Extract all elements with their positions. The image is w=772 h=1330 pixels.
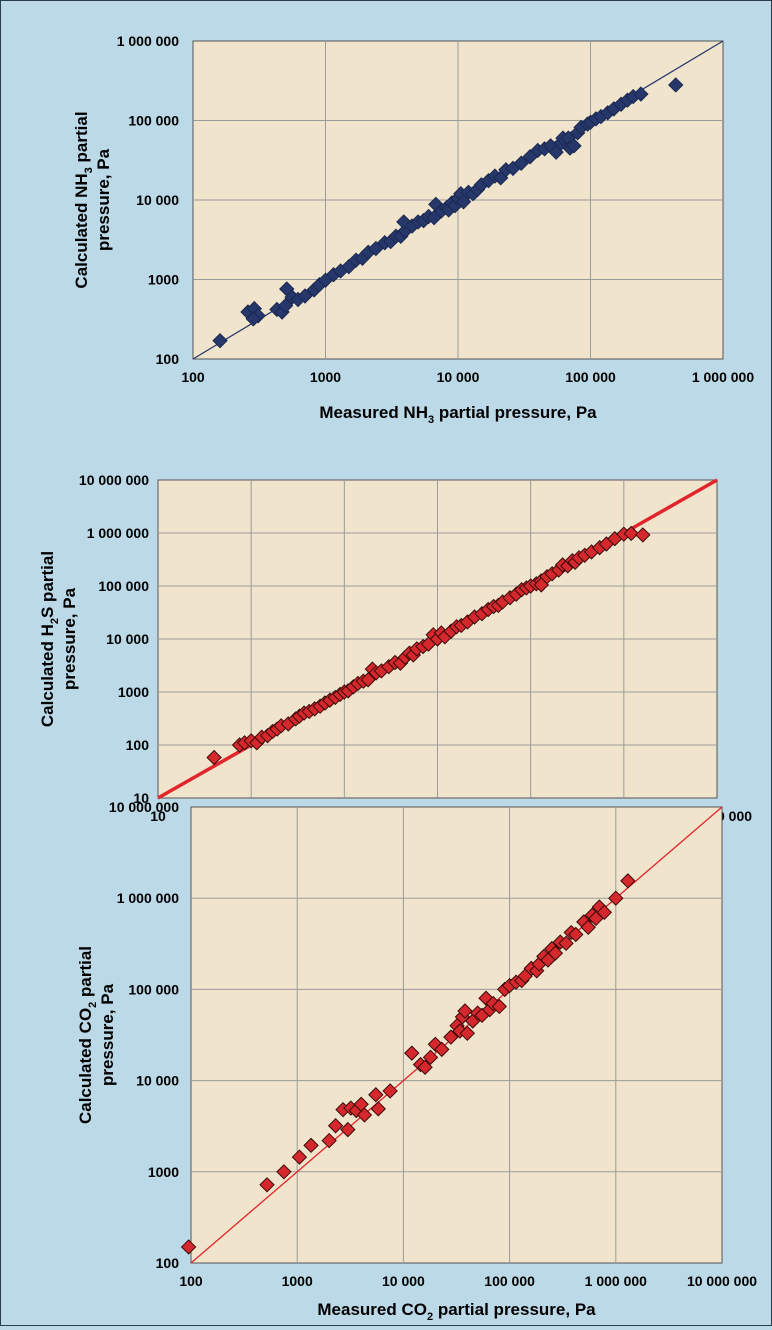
data-point [457,1003,473,1019]
data-point [368,1087,384,1103]
data-point [212,332,228,349]
x-tick-label: 1000 [282,1273,313,1289]
data-point [327,1118,344,1134]
y-tick-label: 100 000 [98,578,149,594]
data-point [180,1239,197,1255]
x-tick-label: 1 000 000 [585,1273,647,1289]
data-point [513,155,529,171]
y-tick-label: 10 000 [136,192,179,208]
data-point [404,1045,420,1061]
data-point [633,86,649,102]
data-point [580,919,596,935]
chart-3: 100 1000 10 000 100 000 1 000 000 10 000 0001… [76,799,757,1323]
x-tick-label: 1 000 000 [692,369,754,385]
y-tick-label: 10 [133,790,149,806]
y-tick-label: 1 000 000 [117,890,179,906]
data-point [596,904,613,921]
data-point [276,1164,292,1180]
data-point [558,935,574,952]
data-point [668,77,684,93]
x-tick-label: 100 000 [565,369,616,385]
y-axis-title: Calculated H2S partialpressure, Pa [38,551,79,727]
data-point [297,288,313,304]
x-tick-label: 10 000 000 [687,1273,757,1289]
data-point [259,1177,275,1193]
x-tick-label: 10 000 [437,369,480,385]
data-point [568,926,584,943]
data-point [443,1029,459,1045]
data-point [303,1137,319,1154]
y-axis-title: Calculated NH3 partialpressure, Pa [72,111,113,288]
x-tick-label: 100 [179,1273,203,1289]
chart-1: 100 1000 10 000 100 000 1 000 000 100 1000 10 0… [72,33,754,426]
y-tick-label: 10 000 000 [109,799,179,815]
y-tick-label: 1 000 000 [87,525,149,541]
x-tick-label: 100 000 [484,1273,535,1289]
data-point [360,672,376,688]
data-point [620,873,636,889]
y-tick-label: 1000 [148,1164,179,1180]
data-point [547,945,564,961]
y-tick-label: 1 000 000 [117,33,179,49]
data-point [608,890,624,906]
y-tick-label: 10 000 [136,1073,179,1089]
data-point [566,138,582,154]
data-point [417,1059,433,1075]
y-tick-label: 100 [156,351,180,367]
y-tick-label: 1000 [148,272,179,288]
y-tick-label: 100 000 [128,981,179,997]
x-tick-label: 1000 [310,369,341,385]
x-axis-title: Measured NH3 partial pressure, Pa [319,403,597,426]
y-tick-label: 100 [156,1255,180,1271]
data-point [245,311,261,327]
data-point [291,1149,308,1165]
data-point [459,1025,476,1042]
data-point [277,297,294,314]
data-point [434,1041,450,1058]
x-tick-label: 100 [181,369,205,385]
y-tick-label: 100 000 [128,113,179,129]
data-point [356,1107,373,1123]
x-axis-title: Measured CO2 partial pressure, Pa [317,1300,596,1323]
data-point [382,1083,398,1099]
data-point [635,527,651,543]
y-tick-label: 100 [126,737,150,753]
data-point [491,998,508,1015]
data-point [206,749,222,766]
y-tick-label: 10 000 [106,631,149,647]
y-tick-label: 10 000 000 [79,472,149,488]
y-tick-label: 1000 [118,684,149,700]
data-point [623,525,639,542]
x-tick-label: 10 [150,808,166,824]
data-point [370,1101,386,1117]
data-point [321,1132,337,1149]
data-point [340,1121,356,1138]
data-point [422,1049,439,1066]
y-axis-title: Calculated CO2 partialpressure, Pa [76,946,117,1124]
x-tick-label: 10 000 [382,1273,425,1289]
